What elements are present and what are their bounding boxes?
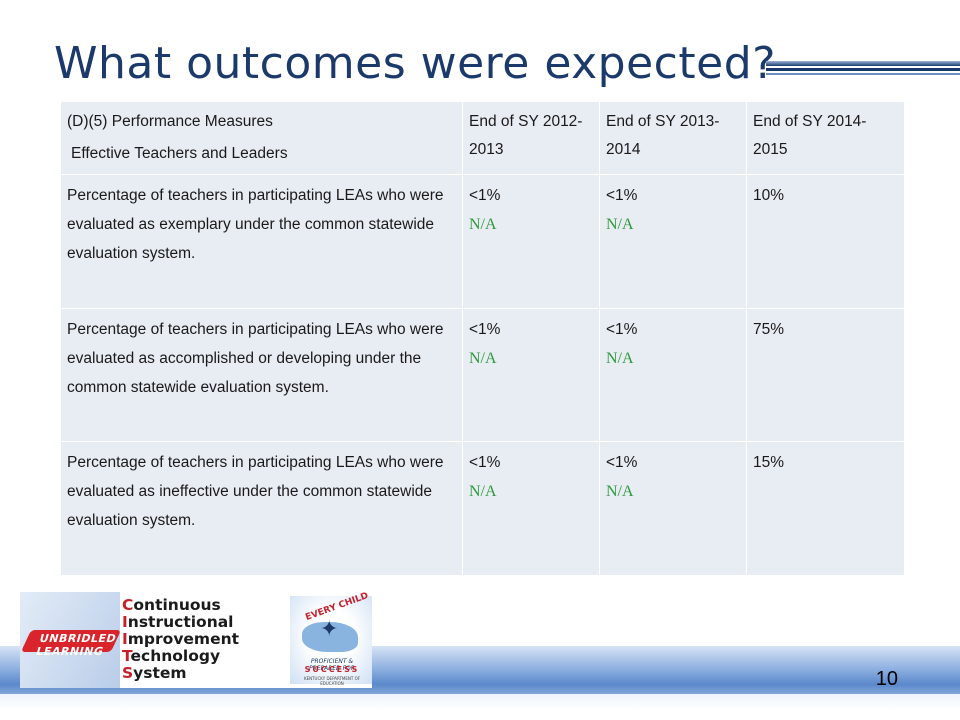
target-value: <1% — [606, 454, 638, 471]
header-measures-subtitle: Effective Teachers and Leaders — [71, 145, 288, 162]
every-child-badge: EVERY CHILD ✦ PROFICIENT & PREPARED FOR … — [290, 592, 372, 686]
children-figures-icon: ✦ — [320, 616, 339, 641]
actual-value: N/A — [606, 216, 634, 233]
sy2015-cell: 15% — [746, 441, 905, 576]
target-value: <1% — [469, 321, 501, 338]
sy2013-cell: <1% N/A — [462, 441, 600, 576]
performance-measures-table: (D)(5) Performance Measures Effective Te… — [60, 101, 905, 576]
header-sy2015: End of SY 2014-2015 — [746, 101, 905, 175]
header-sy2014: End of SY 2013-2014 — [599, 101, 747, 175]
table-row: Percentage of teachers in participating … — [60, 308, 905, 442]
table-header-row: (D)(5) Performance Measures Effective Te… — [60, 101, 905, 175]
badge-org: KENTUCKY DEPARTMENT OF EDUCATION — [303, 676, 361, 686]
actual-value: N/A — [606, 483, 634, 500]
sy2014-cell: <1% N/A — [599, 441, 747, 576]
target-value: <1% — [469, 187, 501, 204]
sy2013-cell: <1% N/A — [462, 174, 600, 309]
unbridled-learning-text: UNBRIDLED LEARNING — [34, 632, 118, 658]
logo-line: Improvement — [122, 630, 240, 648]
measure-cell: Percentage of teachers in participating … — [60, 308, 463, 442]
header-measures-cell: (D)(5) Performance Measures Effective Te… — [60, 101, 463, 175]
table-row: Percentage of teachers in participating … — [60, 174, 905, 309]
sy2013-cell: <1% N/A — [462, 308, 600, 442]
kentucky-map-icon — [302, 622, 358, 652]
sy2015-cell: 10% — [746, 174, 905, 309]
cit-wordmark: Continuous Instructional Improvement Tec… — [122, 597, 239, 682]
sy2015-cell: 75% — [746, 308, 905, 442]
unbridled-learning-mark: UNBRIDLED LEARNING — [20, 592, 122, 688]
logo-line: Technology — [122, 647, 221, 665]
badge-success: SUCCESS — [304, 665, 360, 674]
header-sy2013: End of SY 2012-2013 — [462, 101, 600, 175]
target-value: <1% — [606, 187, 638, 204]
actual-value: N/A — [606, 350, 634, 367]
page-number: 10 — [875, 668, 898, 690]
actual-value: N/A — [469, 350, 497, 367]
measure-cell: Percentage of teachers in participating … — [60, 441, 463, 576]
actual-value: N/A — [469, 483, 497, 500]
target-value: <1% — [469, 454, 501, 471]
header-measures-title: (D)(5) Performance Measures — [67, 113, 273, 130]
logo-line: Instructional — [122, 613, 234, 631]
badge-tagline: PROFICIENT & PREPARED FOR — [309, 658, 355, 672]
sy2014-cell: <1% N/A — [599, 308, 747, 442]
logo-line: Continuous — [122, 596, 221, 614]
sy2014-cell: <1% N/A — [599, 174, 747, 309]
cit-logo: UNBRIDLED LEARNING Continuous Instructio… — [20, 592, 372, 688]
logo-line: System — [122, 664, 187, 682]
measure-cell: Percentage of teachers in participating … — [60, 174, 463, 309]
target-value: <1% — [606, 321, 638, 338]
title-decorative-rule — [766, 61, 960, 77]
slide-title: What outcomes were expected? — [54, 38, 776, 89]
table-row: Percentage of teachers in participating … — [60, 441, 905, 576]
actual-value: N/A — [469, 216, 497, 233]
